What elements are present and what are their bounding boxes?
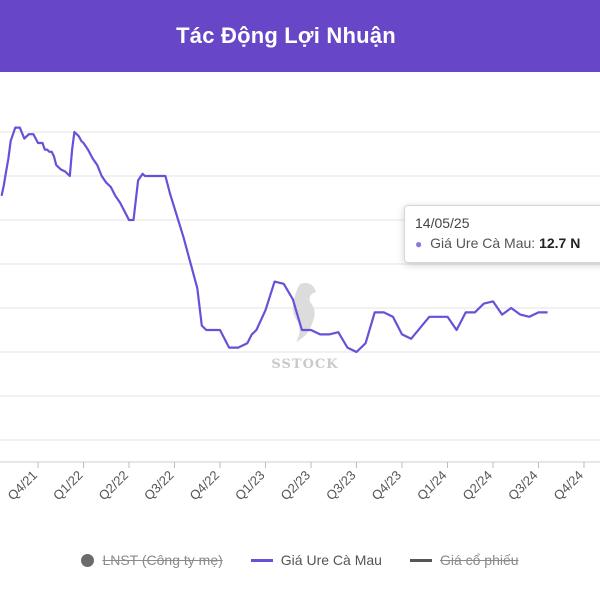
x-tick-label: Q4/24 [550, 468, 586, 504]
legend-label-ure-price: Giá Ure Cà Mau [280, 552, 382, 568]
x-tick-label: Q4/23 [368, 468, 404, 504]
legend-line-icon [250, 558, 273, 562]
x-tick-label: Q3/23 [323, 468, 359, 504]
x-tick-label: Q4/22 [186, 468, 222, 504]
x-tick-label: Q1/24 [414, 468, 450, 504]
x-tick-label: Q3/24 [505, 468, 541, 504]
watermark-text: SSTOCK [271, 357, 338, 372]
x-tick-label: Q1/22 [50, 468, 86, 504]
line-chart: Q4/21 Q1/22 Q2/22 Q3/22 Q4/22 Q1/23 Q2/23 Q3/23… [0, 126, 600, 504]
tooltip-row: ● Giá Ure Cà Mau: 12.7 N [415, 235, 600, 251]
x-tick-label: Q2/24 [459, 468, 495, 504]
legend-item-ure-price[interactable]: Giá Ure Cà Mau [250, 552, 382, 568]
legend-label-lnst: LNST (Công ty mẹ) [102, 552, 223, 568]
x-tick-label: Q3/22 [141, 468, 177, 504]
tooltip-series-label: Giá Ure Cà Mau: [430, 235, 536, 251]
series-line-ure-price [0, 126, 548, 354]
x-tick-label: Q1/23 [232, 468, 268, 504]
tooltip-value: 12.7 N [539, 235, 581, 251]
tooltip-series-dot-icon: ● [415, 237, 423, 251]
x-tick-label: Q4/21 [4, 468, 40, 504]
legend-label-stock-price: Giá cổ phiếu [439, 552, 519, 568]
tooltip-date: 14/05/25 [415, 215, 470, 231]
legend-dot-icon [81, 553, 95, 567]
legend-item-lnst[interactable]: LNST (Công ty mẹ) [81, 552, 223, 568]
legend-item-stock-price[interactable]: Giá cổ phiếu [409, 552, 519, 568]
legend-line-icon [409, 558, 432, 562]
chart-tooltip: 14/05/25 ● Giá Ure Cà Mau: 12.7 N [404, 205, 600, 263]
x-tick-label: Q2/22 [95, 468, 131, 504]
chart-title: Tác Động Lợi Nhuận [176, 23, 396, 48]
x-tick-label: Q2/23 [277, 468, 313, 504]
watermark-logo-icon [292, 283, 316, 342]
chart-legend: LNST (Công ty mẹ) Giá Ure Cà Mau Giá cổ … [0, 540, 600, 580]
chart-header: Tác Động Lợi Nhuận [0, 0, 600, 72]
